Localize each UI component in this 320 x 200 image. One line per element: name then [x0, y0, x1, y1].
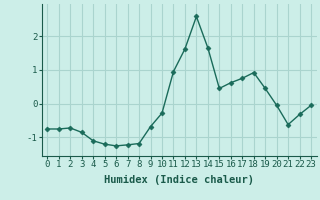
X-axis label: Humidex (Indice chaleur): Humidex (Indice chaleur) — [104, 175, 254, 185]
